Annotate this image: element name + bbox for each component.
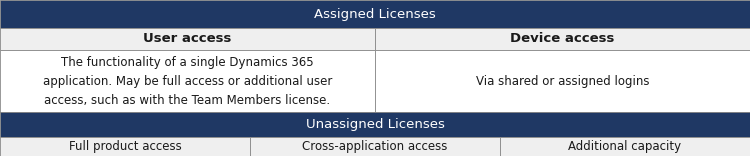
Text: Additional capacity: Additional capacity (568, 140, 682, 153)
Text: Unassigned Licenses: Unassigned Licenses (305, 118, 445, 131)
Bar (250, 137, 500, 156)
Text: Full product access: Full product access (69, 140, 182, 153)
Bar (0, 28, 375, 50)
Bar (375, 50, 750, 112)
Text: Assigned Licenses: Assigned Licenses (314, 7, 436, 21)
Text: Device access: Device access (510, 32, 615, 46)
Text: The functionality of a single Dynamics 365
application. May be full access or ad: The functionality of a single Dynamics 3… (43, 56, 332, 107)
Bar (0, 112, 750, 137)
Text: Via shared or assigned logins: Via shared or assigned logins (476, 75, 650, 88)
Bar (0, 0, 750, 28)
Bar (0, 50, 375, 112)
Bar (0, 137, 250, 156)
Text: User access: User access (143, 32, 232, 46)
Bar (500, 137, 750, 156)
Text: Cross-application access: Cross-application access (302, 140, 448, 153)
Bar (375, 28, 750, 50)
